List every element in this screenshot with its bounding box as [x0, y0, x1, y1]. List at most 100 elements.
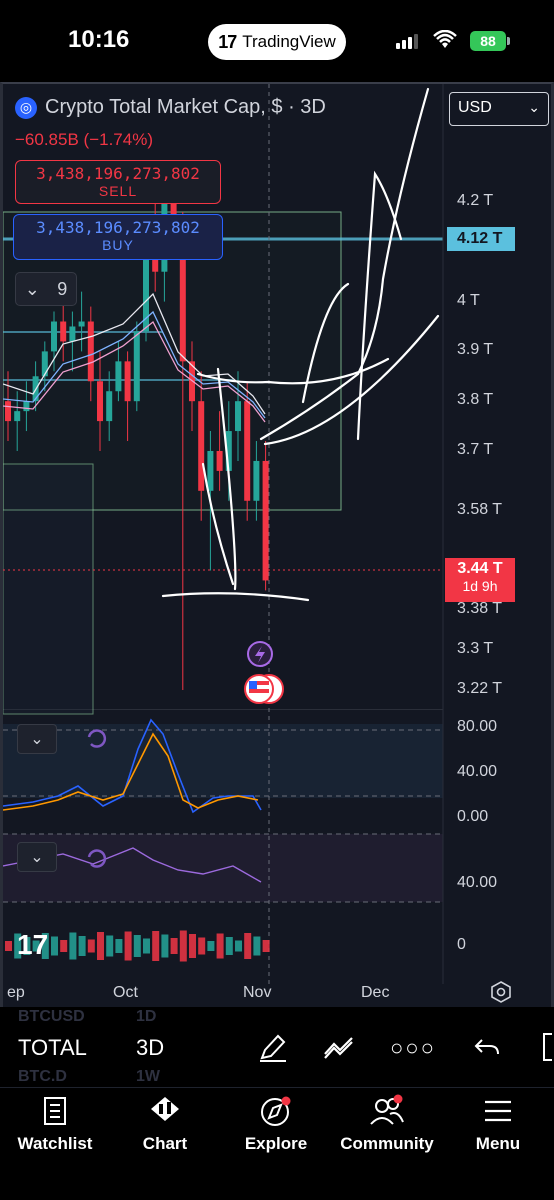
moving-average-pink: [3, 320, 266, 423]
candle-body: [216, 450, 223, 471]
ghost-symbol: BTC.D: [18, 1068, 67, 1085]
oscillator-tick: 80.00: [457, 718, 498, 735]
tab-explore[interactable]: Explore: [221, 1092, 331, 1154]
candle-body: [69, 326, 76, 342]
time-tick: Dec: [361, 984, 390, 1001]
price-tick: 3.8 T: [457, 391, 494, 409]
chart-canvas[interactable]: 17: [3, 84, 554, 1007]
ghost-timeframe: 1D: [136, 1008, 157, 1025]
price-tick: 3.58 T: [457, 500, 503, 518]
last-price-tag: 3.44 T 1d 9h: [445, 558, 515, 602]
buy-button[interactable]: 3,438,196,273,802 BUY: [13, 214, 223, 260]
volume-bar: [253, 936, 261, 956]
drawn-rectangle-left: [3, 463, 94, 715]
candle-body: [23, 401, 30, 412]
candle-body: [262, 460, 269, 581]
candle-body: [207, 450, 214, 491]
candle-body: [78, 321, 85, 327]
marked-price-tag: 4.12 T: [447, 227, 515, 251]
tab-label: Explore: [244, 1134, 308, 1153]
candle-body: [152, 251, 159, 272]
volume-bar: [262, 940, 270, 952]
chevron-down-icon: ⌄: [30, 849, 44, 866]
currency-select[interactable]: USD ⌄: [449, 92, 549, 126]
volume-bar: [198, 937, 206, 955]
candle-body: [133, 331, 140, 402]
volume-bar: [69, 932, 77, 960]
time-tick: ep: [7, 984, 25, 1001]
symbol-picker[interactable]: TOTAL: [18, 1035, 87, 1060]
ghost-symbol: BTCUSD: [18, 1008, 85, 1025]
volume-bar: [97, 932, 104, 960]
candle-body: [97, 381, 103, 422]
tab-label: Menu: [475, 1134, 521, 1153]
sell-price: 3,438,196,273,802: [36, 164, 200, 183]
candle-body: [225, 431, 232, 471]
volume-bar: [179, 930, 187, 962]
timeframe-picker[interactable]: 3D: [136, 1035, 165, 1060]
tab-watchlist[interactable]: Watchlist: [0, 1092, 110, 1154]
sell-label: SELL: [98, 183, 138, 199]
volume-bar: [143, 938, 150, 954]
app-pill[interactable]: 17 TradingView: [208, 24, 346, 60]
volume-bar: [32, 940, 40, 952]
volume-tick: 0: [457, 936, 466, 953]
app-pill-label: TradingView: [242, 32, 336, 51]
tab-menu[interactable]: Menu: [443, 1092, 553, 1154]
price-tick: 3.22 T: [457, 680, 503, 697]
tab-label: Watchlist: [17, 1134, 93, 1153]
candle-body: [124, 361, 131, 402]
watchlist-icon: [44, 1097, 66, 1125]
explore-icon: [261, 1096, 291, 1126]
indicators-toggle[interactable]: ⌄ 9: [15, 272, 77, 306]
bar-countdown: 1d 9h: [462, 578, 498, 594]
rsi-tick: 40.00: [457, 874, 498, 891]
fullscreen-icon[interactable]: [532, 1030, 554, 1064]
oscillator-orange: [3, 732, 259, 811]
volume-bar: [161, 934, 169, 958]
indicators-icon[interactable]: [322, 1030, 356, 1064]
undo-icon[interactable]: [472, 1030, 502, 1064]
candle-body: [106, 391, 113, 422]
candle-body: [235, 401, 241, 432]
volume-bar: [189, 934, 196, 958]
tradingview-watermark-icon: 17: [17, 929, 48, 960]
battery-icon: 88: [470, 31, 510, 51]
rsi-collapse-button[interactable]: ⌄: [17, 842, 57, 872]
volume-bar: [216, 933, 224, 959]
oscillator-tick: 40.00: [457, 763, 498, 780]
menu-icon: [485, 1100, 511, 1122]
crypto-coin-icon: ◎: [15, 96, 37, 119]
chevron-down-icon: ⌄: [30, 731, 44, 748]
candle-body: [41, 351, 48, 377]
volume-bar: [87, 939, 95, 953]
wifi-icon: [433, 30, 457, 48]
last-price: 3.44 T: [457, 560, 503, 577]
draw-pen-icon[interactable]: [256, 1030, 290, 1064]
volume-bar: [170, 938, 178, 954]
chart-area[interactable]: 17 ◎ Crypto Total Market Cap, $ · 3D −60…: [0, 82, 554, 1007]
candle-body: [179, 226, 186, 362]
oscillator-collapse-button[interactable]: ⌄: [17, 724, 57, 754]
candle-body: [253, 460, 260, 501]
hand-drawing: [161, 87, 440, 602]
tab-label: Chart: [142, 1134, 188, 1153]
chart-title[interactable]: ◎ Crypto Total Market Cap, $ · 3D: [15, 96, 326, 119]
volume-bar: [60, 940, 68, 952]
candle-body: [244, 401, 251, 501]
volume-bar: [51, 936, 58, 956]
volume-bar: [152, 931, 160, 961]
volume-bar: [14, 933, 22, 959]
chart-settings-icon[interactable]: [489, 980, 513, 1004]
symbol-bar: [0, 1007, 554, 1087]
sell-button[interactable]: 3,438,196,273,802 SELL: [15, 160, 221, 204]
more-options-icon[interactable]: ○○○: [390, 1035, 436, 1060]
volume-series: [5, 930, 270, 962]
time-tick: Nov: [243, 984, 272, 1001]
volume-bar: [115, 939, 123, 953]
tab-community[interactable]: Community: [332, 1092, 442, 1154]
volume-bar: [41, 933, 49, 959]
chevron-down-icon: ⌄: [528, 99, 540, 115]
price-tick: 4 T: [457, 291, 480, 309]
tab-chart[interactable]: Chart: [110, 1092, 220, 1154]
